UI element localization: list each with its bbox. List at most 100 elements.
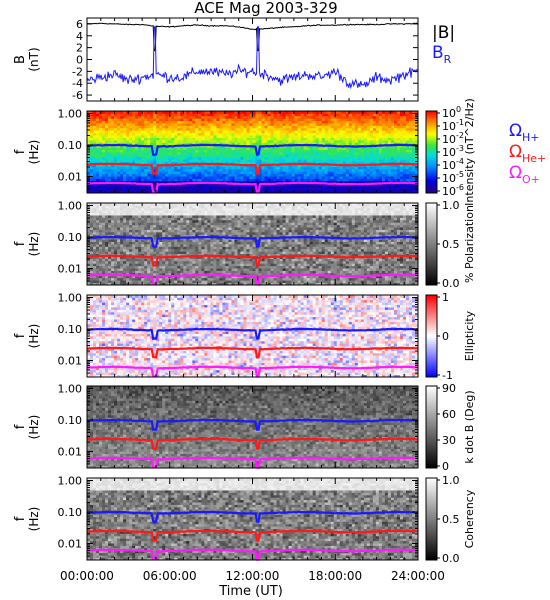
- heatmap-cell: [168, 130, 172, 134]
- heatmap-cell: [321, 185, 326, 189]
- heatmap-cell: [153, 275, 157, 279]
- heatmap-cell: [192, 166, 196, 170]
- heatmap-cell: [381, 118, 386, 122]
- heatmap-cell: [156, 260, 160, 264]
- heatmap-cell: [294, 176, 299, 179]
- heatmap-cell: [198, 142, 202, 146]
- heatmap-cell: [111, 149, 115, 153]
- heatmap-cell: [222, 120, 226, 124]
- heatmap-cell: [126, 135, 130, 138]
- heatmap-cell: [336, 176, 341, 179]
- heatmap-cell: [114, 154, 118, 158]
- heatmap-cell: [306, 123, 311, 126]
- heatmap-cell: [216, 159, 220, 163]
- heatmap-cell: [156, 154, 160, 158]
- heatmap-cell: [108, 258, 112, 262]
- heatmap-cell: [195, 183, 199, 187]
- heatmap-cell: [105, 171, 109, 175]
- heatmap-cell: [213, 166, 217, 170]
- heatmap-cell: [252, 168, 256, 172]
- heatmap-cell: [93, 212, 97, 216]
- heatmap-cell: [171, 244, 175, 247]
- heatmap-cell: [336, 171, 341, 175]
- heatmap-cell: [384, 127, 389, 131]
- heatmap-cell: [384, 185, 389, 189]
- heatmap-cell: [387, 111, 392, 114]
- heatmap-cell: [408, 164, 413, 167]
- heatmap-cell: [120, 149, 124, 153]
- heatmap-cell: [396, 149, 401, 153]
- heatmap-cell: [159, 125, 163, 129]
- heatmap-cell: [177, 190, 181, 194]
- heatmap-cell: [318, 120, 323, 124]
- heatmap-cell: [294, 139, 299, 143]
- heatmap-cell: [126, 275, 130, 279]
- heatmap-cell: [357, 132, 362, 136]
- heatmap-cell: [189, 113, 193, 117]
- heatmap-cell: [390, 166, 395, 170]
- heatmap-cell: [249, 156, 253, 160]
- heatmap-cell: [378, 120, 383, 124]
- heatmap-cell: [366, 156, 371, 160]
- heatmap-cell: [375, 173, 380, 177]
- heatmap-cell: [162, 258, 166, 262]
- heatmap-cell: [285, 164, 290, 167]
- heatmap-cell: [396, 113, 401, 117]
- heatmap-cell: [291, 118, 296, 122]
- heatmap-cell: [159, 265, 163, 269]
- heatmap-cell: [357, 185, 362, 189]
- heatmap-cell: [171, 173, 175, 177]
- heatmap-cell: [123, 263, 127, 267]
- heatmap-cell: [231, 120, 235, 124]
- heatmap-cell: [144, 282, 148, 286]
- heatmap-cell: [261, 161, 265, 165]
- heatmap-cell: [414, 156, 419, 160]
- heatmap-cell: [117, 270, 121, 274]
- heatmap-cell: [105, 173, 109, 177]
- heatmap-cell: [105, 125, 109, 129]
- heatmap-cell: [405, 173, 410, 177]
- heatmap-cell: [111, 118, 115, 122]
- heatmap-cell: [150, 219, 154, 223]
- heatmap-cell: [357, 159, 362, 163]
- heatmap-cell: [396, 173, 401, 177]
- heatmap-cell: [159, 224, 163, 228]
- heatmap-cell: [294, 188, 299, 191]
- heatmap-cell: [303, 149, 308, 153]
- heatmap-cell: [282, 176, 286, 179]
- heatmap-cell: [168, 270, 172, 274]
- heatmap-cell: [261, 188, 265, 191]
- heatmap-cell: [96, 280, 100, 283]
- heatmap-cell: [351, 123, 356, 126]
- heatmap-cell: [156, 152, 160, 155]
- heatmap-cell: [249, 149, 253, 153]
- heatmap-cell: [372, 135, 377, 138]
- heatmap-cell: [144, 268, 148, 271]
- heatmap-cell: [213, 171, 217, 175]
- heatmap-cell: [204, 173, 208, 177]
- heatmap-cell: [240, 137, 244, 141]
- heatmap-cell: [381, 142, 386, 146]
- heatmap-cell: [372, 166, 377, 170]
- heatmap-cell: [282, 118, 286, 122]
- heatmap-cell: [114, 246, 118, 250]
- heatmap-cell: [246, 185, 250, 189]
- heatmap-cell: [414, 127, 419, 131]
- heatmap-cell: [129, 217, 133, 221]
- heatmap-cell: [342, 139, 347, 143]
- heatmap-cell: [279, 139, 283, 143]
- heatmap-cell: [111, 212, 115, 216]
- heatmap-cell: [156, 139, 160, 143]
- heatmap-cell: [291, 113, 296, 117]
- heatmap-cell: [375, 190, 380, 194]
- heatmap-cell: [126, 159, 130, 163]
- heatmap-cell: [372, 123, 377, 126]
- heatmap-cell: [159, 152, 163, 155]
- heatmap-cell: [255, 111, 259, 114]
- heatmap-cell: [210, 115, 214, 119]
- heatmap-cell: [144, 207, 148, 211]
- heatmap-cell: [192, 185, 196, 189]
- heatmap-cell: [159, 188, 163, 191]
- heatmap-cell: [117, 115, 121, 119]
- heatmap-cell: [321, 149, 326, 153]
